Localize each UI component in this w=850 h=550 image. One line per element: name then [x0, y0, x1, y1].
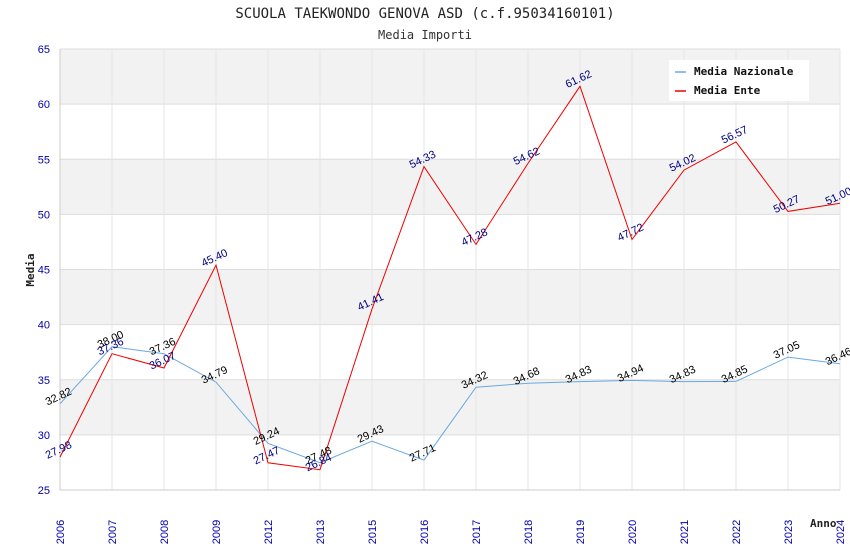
x-tick-label: 2008 [159, 520, 171, 544]
x-tick-label: 2017 [471, 520, 483, 544]
chart-subtitle: Media Importi [378, 28, 472, 42]
x-tick-label: 2019 [575, 520, 587, 544]
grid-band [60, 269, 840, 325]
x-tick-labels: 2006 2007 2008 2009 2012 2013 2015 2016 2017 2018… [55, 520, 847, 544]
y-axis-label: Media [24, 253, 37, 286]
grid-bands [60, 49, 840, 435]
x-axis-label: Anno [810, 517, 837, 530]
x-tick-label: 2015 [367, 520, 379, 544]
x-tick-label: 2023 [783, 520, 795, 544]
x-tick-label: 2013 [315, 520, 327, 544]
x-tick-label: 2024 [835, 520, 847, 544]
legend: Media Nazionale Media Ente [669, 60, 809, 101]
x-tick-label: 2022 [731, 520, 743, 544]
x-tick-label: 2020 [627, 520, 639, 544]
grid-band [60, 379, 840, 435]
y-tick-labels: 25 30 35 40 45 50 55 60 65 [38, 44, 50, 497]
y-tick-label: 25 [38, 485, 50, 497]
y-tick-label: 60 [38, 99, 50, 111]
y-tick-label: 65 [38, 44, 50, 56]
x-tick-label: 2018 [523, 520, 535, 544]
chart-title: SCUOLA TAEKWONDO GENOVA ASD (c.f.9503416… [235, 6, 614, 22]
x-tick-label: 2006 [55, 520, 67, 544]
x-tick-label: 2012 [263, 520, 275, 544]
legend-box [669, 60, 809, 101]
legend-label-media-ente: Media Ente [694, 84, 761, 97]
series-layer [59, 85, 841, 471]
y-tick-label: 40 [38, 320, 50, 332]
y-tick-label: 45 [38, 265, 50, 277]
y-tick-label: 55 [38, 154, 50, 166]
x-tick-label: 2016 [419, 520, 431, 544]
x-tick-label: 2009 [211, 520, 223, 544]
y-tick-label: 30 [38, 430, 50, 442]
x-tick-label: 2021 [679, 520, 691, 544]
y-tick-label: 35 [38, 375, 50, 387]
legend-label-media-nazionale: Media Nazionale [694, 65, 794, 78]
x-tick-label: 2007 [107, 520, 119, 544]
series-line-1 [59, 85, 841, 471]
series-line-0 [59, 346, 841, 464]
y-tick-label: 50 [38, 209, 50, 221]
